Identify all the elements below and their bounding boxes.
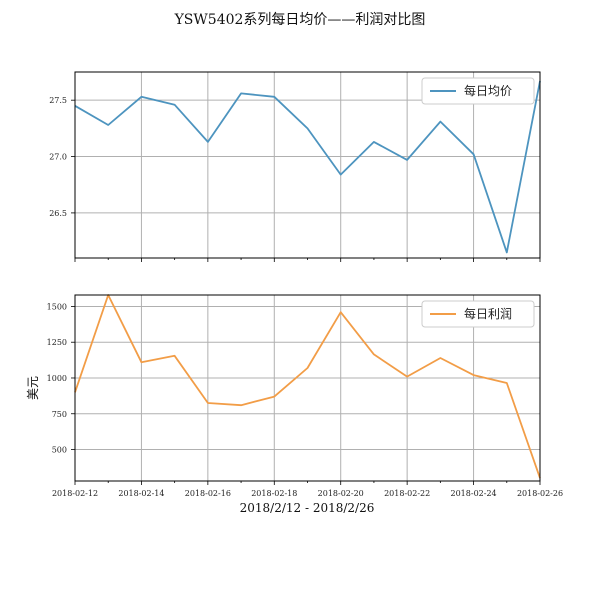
x-tick-label: 2018-02-22 [384,489,430,498]
x-tick-label: 2018-02-26 [517,489,563,498]
y-tick-label: 27.5 [49,96,67,105]
y-tick-label: 1000 [47,374,67,383]
x-tick-label: 2018-02-20 [318,489,364,498]
chart-panel-1: 26.5 27.0 27.5 每日均价 [49,71,541,262]
y-tick-label: 27.0 [49,153,67,162]
y-tick-label: 750 [52,410,67,419]
legend-label: 每日均价 [464,83,512,98]
axes-frame [74,71,541,259]
y-tick-label: 26.5 [49,209,67,218]
chart-title: YSW5402系列每日均价——利润对比图 [174,12,426,28]
x-tick-label: 2018-02-16 [185,489,231,498]
y-tick-label: 1500 [47,302,67,311]
y-tick-label: 500 [52,446,67,455]
chart-panels: 26.5 27.0 27.5 每日均价 500 750 1000 1250 1500 每日利润美元… [26,71,563,498]
legend-label: 每日利润 [464,306,512,321]
legend-box [421,300,535,328]
axes-frame [74,294,541,482]
legend-box [421,77,535,105]
x-tick-label: 2018-02-18 [251,489,297,498]
series-line-1 [74,80,541,254]
x-axis-title: 2018/2/12 - 2018/2/26 [240,501,375,515]
y-axis-title: 美元 [26,376,40,400]
x-tick-label: 2018-02-12 [52,489,98,498]
series-line-2 [74,294,541,479]
x-tick-label: 2018-02-14 [118,489,164,498]
y-tick-label: 1250 [47,338,67,347]
x-tick-label: 2018-02-24 [451,489,497,498]
